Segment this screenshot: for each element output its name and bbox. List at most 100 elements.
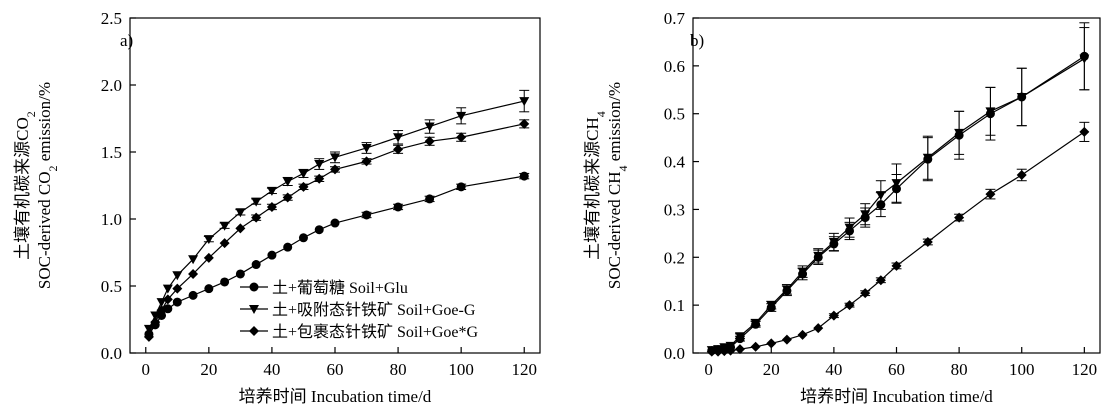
point-marker-circle: [267, 251, 276, 260]
y-axis-title: 土壤有机碳来源CH4 SOC-derived CH4 emission/%: [582, 82, 630, 289]
y-axis-title-line2: SOC-derived CO2 emission/%: [35, 82, 60, 289]
x-tick-label: 120: [1072, 360, 1098, 379]
point-marker-triangle: [330, 153, 340, 162]
point-marker-diamond: [456, 132, 466, 142]
point-marker-triangle: [456, 112, 466, 121]
point-marker-circle: [252, 260, 261, 269]
panel-a: a) 培养时间 Incubation time/d 土壤有机碳来源CO2 SOC…: [12, 9, 540, 406]
series: [144, 90, 529, 334]
legend-item-soil-goe-g: 土+吸附态针铁矿 Soil+Goe-G: [240, 301, 476, 319]
point-marker-circle: [331, 219, 340, 228]
point-marker-triangle: [267, 187, 277, 196]
y-tick-label: 0.2: [664, 248, 685, 267]
legend-item-soil-goe-star-g: 土+包裹态针铁矿 Soil+Goe*G: [240, 323, 478, 341]
point-marker-triangle: [314, 160, 324, 169]
y-tick-label: 1.0: [101, 210, 122, 229]
series: [707, 122, 1090, 356]
y-axis-title-line2-post: emission/%: [35, 82, 54, 166]
y-tick-label: 0.7: [664, 9, 686, 28]
point-marker-diamond: [1017, 170, 1027, 180]
x-tick-label: 40: [825, 360, 842, 379]
series-line: [712, 132, 1085, 352]
y-axis-title-line2: SOC-derived CH4 emission/%: [605, 82, 630, 289]
x-tick-label: 100: [1009, 360, 1035, 379]
point-marker-diamond: [923, 237, 933, 247]
point-marker-circle: [220, 277, 229, 286]
legend-item-soil-glu: 土+葡萄糖 Soil+Glu: [240, 279, 408, 297]
legend-label: 土+葡萄糖 Soil+Glu: [272, 279, 408, 297]
y-axis-title-line1-main: 土壤有机碳来源CH: [582, 117, 602, 260]
point-marker-circle: [283, 243, 292, 252]
x-axis-title: 培养时间 Incubation time/d: [800, 387, 993, 406]
x-tick-label: 120: [511, 360, 537, 379]
point-marker-circle: [236, 269, 245, 278]
y-tick-label: 2.0: [101, 76, 122, 95]
point-marker-diamond: [267, 202, 277, 212]
point-marker-circle: [520, 172, 529, 181]
x-axis-title: 培养时间 Incubation time/d: [239, 387, 432, 406]
y-tick-label: 0.5: [664, 105, 685, 124]
point-marker-diamond: [298, 182, 308, 192]
y-axis-title-line1-main: 土壤有机碳来源CO: [12, 117, 32, 260]
point-marker-circle: [189, 291, 198, 300]
y-axis-title-line2-pre: SOC-derived CO: [35, 172, 54, 290]
point-marker-triangle: [251, 198, 261, 207]
point-marker-triangle: [163, 285, 173, 294]
x-tick-label: 60: [327, 360, 344, 379]
point-marker-circle: [425, 194, 434, 203]
y-tick-label: 0.0: [101, 344, 122, 363]
x-tick-label: 100: [448, 360, 474, 379]
x-tick-label: 0: [704, 360, 713, 379]
y-tick-label: 0.1: [664, 296, 685, 315]
panel-b: b) 培养时间 Incubation time/d 土壤有机碳来源CH4 SOC…: [582, 9, 1100, 406]
point-marker-diamond: [283, 193, 293, 203]
x-tick-label: 20: [763, 360, 780, 379]
y-axis-title-line2-post: emission/%: [605, 82, 624, 166]
point-marker-diamond: [330, 164, 340, 174]
legend-label: 土+包裹态针铁矿 Soil+Goe*G: [272, 323, 478, 341]
point-marker-diamond: [362, 156, 372, 166]
point-marker-triangle: [393, 133, 403, 142]
point-marker-diamond: [798, 330, 808, 340]
legend-marker-circle: [250, 283, 259, 292]
point-marker-circle: [362, 210, 371, 219]
point-marker-diamond: [766, 338, 776, 348]
point-marker-diamond: [314, 174, 324, 184]
legend: 土+葡萄糖 Soil+Glu 土+吸附态针铁矿 Soil+Goe-G 土+包裹态…: [240, 279, 478, 341]
series: [707, 23, 1089, 355]
point-marker-triangle: [425, 123, 435, 132]
y-axis-title: 土壤有机碳来源CO2 SOC-derived CO2 emission/%: [12, 82, 60, 289]
point-marker-diamond: [425, 136, 435, 146]
point-marker-diamond: [985, 189, 995, 199]
x-tick-label: 20: [200, 360, 217, 379]
y-tick-label: 0.6: [664, 57, 685, 76]
point-marker-diamond: [845, 300, 855, 310]
y-tick-label: 0.5: [101, 277, 122, 296]
x-tick-label: 0: [142, 360, 151, 379]
point-marker-diamond: [782, 335, 792, 345]
point-marker-diamond: [751, 342, 761, 352]
x-tick-label: 80: [390, 360, 407, 379]
point-marker-diamond: [251, 213, 261, 223]
legend-label: 土+吸附态针铁矿 Soil+Goe-G: [272, 301, 476, 319]
y-tick-label: 1.5: [101, 143, 122, 162]
point-marker-diamond: [393, 144, 403, 154]
x-tick-label: 40: [263, 360, 280, 379]
panel-label: a): [120, 31, 133, 50]
point-marker-circle: [299, 233, 308, 242]
x-tick-label: 80: [951, 360, 968, 379]
panel-label: b): [690, 31, 704, 50]
y-tick-label: 0.3: [664, 200, 685, 219]
point-marker-circle: [173, 298, 182, 307]
x-tick-label: 60: [888, 360, 905, 379]
point-marker-circle: [204, 284, 213, 293]
point-marker-circle: [394, 202, 403, 211]
y-tick-label: 2.5: [101, 9, 122, 28]
point-marker-diamond: [1079, 127, 1089, 137]
point-marker-circle: [315, 225, 324, 234]
y-axis-title-line2-pre: SOC-derived CH: [605, 172, 624, 290]
legend-marker-diamond: [249, 326, 259, 336]
point-marker-circle: [457, 182, 466, 191]
y-tick-label: 0.0: [664, 344, 685, 363]
